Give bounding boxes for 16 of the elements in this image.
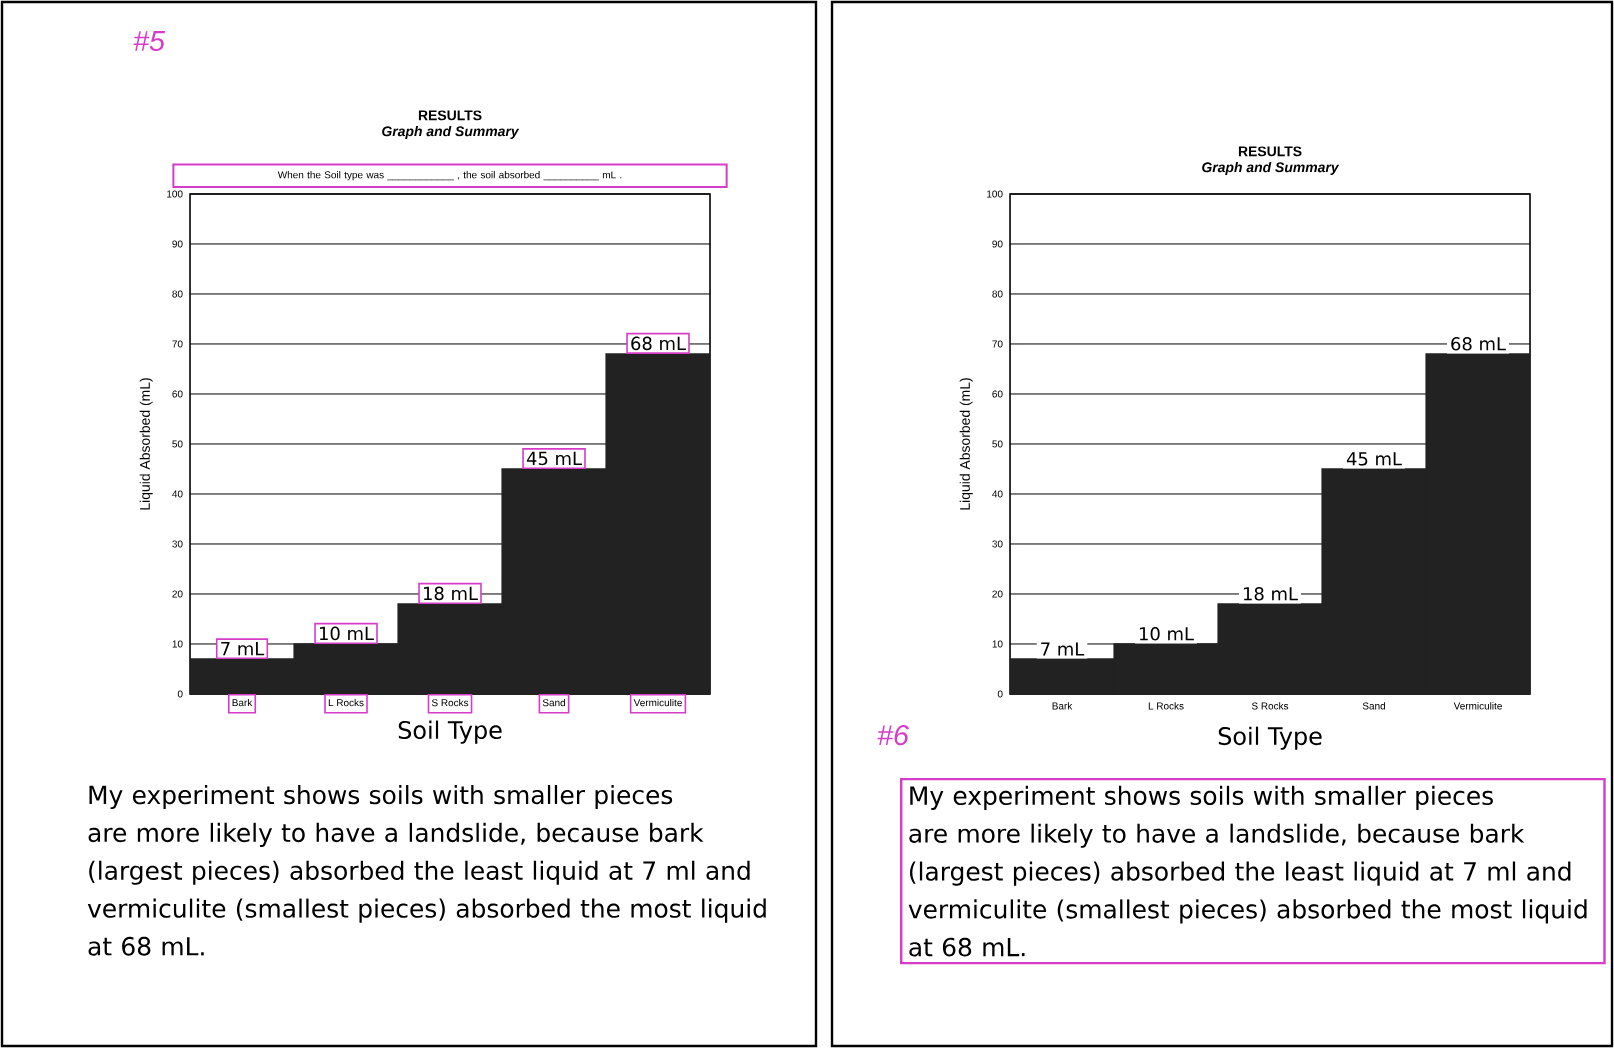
text: #5 bbox=[133, 31, 166, 52]
data-label: 18 mL bbox=[423, 586, 478, 601]
data-label: 68 mL bbox=[1451, 337, 1506, 351]
data-label: 18 mL bbox=[1244, 587, 1298, 601]
text: My experiment shows soils with smaller pieces are more likely to have a landslide, because bark (largest pieces) absorbed the least liquid at 7 ml and vermiculite (smallest pieces) absorbed the most liquid at 68 mL. bbox=[87, 785, 766, 956]
text: My experiment shows soils with smaller pieces are more likely to have a landslide, because bark (largest pieces) absorbed the least liquid at 7 ml and vermiculite (smallest pieces) absorbed the most liquid at 68 mL. bbox=[908, 785, 1587, 957]
data-label: 45 mL bbox=[1346, 452, 1402, 466]
text: #6 bbox=[877, 725, 909, 746]
data-label: 7 mL bbox=[1041, 642, 1085, 656]
data-label: 7 mL bbox=[221, 642, 265, 656]
x-axis-title: Soil Type bbox=[398, 720, 502, 744]
data-label: 10 mL bbox=[1140, 627, 1194, 641]
x-axis-title: Soil Type bbox=[1218, 726, 1322, 750]
data-label: 10 mL bbox=[320, 626, 374, 641]
data-label: 68 mL bbox=[631, 336, 686, 351]
data-label: 45 mL bbox=[526, 451, 582, 466]
